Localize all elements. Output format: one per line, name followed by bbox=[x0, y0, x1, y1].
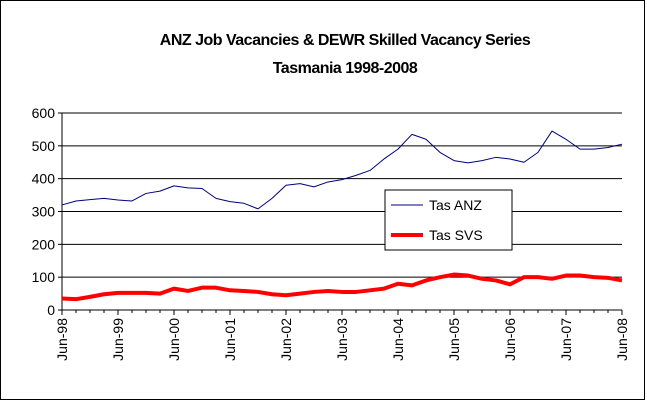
x-tick-label: Jun-02 bbox=[278, 318, 294, 361]
legend-box bbox=[384, 189, 513, 251]
x-tick-label: Jun-03 bbox=[334, 318, 350, 361]
x-tick-label: Jun-06 bbox=[502, 318, 518, 361]
chart-subtitle: Tasmania 1998-2008 bbox=[273, 60, 418, 77]
y-tick-label: 500 bbox=[32, 138, 56, 154]
y-tick-label: 400 bbox=[32, 171, 56, 187]
y-tick-label: 300 bbox=[32, 204, 56, 220]
y-tick-label: 0 bbox=[47, 302, 55, 318]
series-line bbox=[61, 272, 623, 302]
x-tick-label: Jun-01 bbox=[222, 318, 238, 361]
x-tick-label: Jun-04 bbox=[390, 318, 406, 361]
y-tick-label: 200 bbox=[32, 236, 56, 252]
y-tick-label: 100 bbox=[32, 269, 56, 285]
legend-label: Tas ANZ bbox=[429, 197, 482, 213]
y-tick-label: 600 bbox=[32, 105, 56, 121]
x-tick-label: Jun-98 bbox=[54, 318, 70, 361]
chart-border bbox=[0, 0, 645, 400]
chart-title: ANZ Job Vacancies & DEWR Skilled Vacancy… bbox=[160, 32, 531, 49]
x-tick-label: Jun-99 bbox=[110, 318, 126, 361]
legend-label: Tas SVS bbox=[429, 227, 483, 243]
series-line bbox=[61, 130, 623, 210]
x-tick-label: Jun-05 bbox=[446, 318, 462, 361]
x-tick-label: Jun-07 bbox=[558, 318, 574, 361]
x-tick-label: Jun-00 bbox=[166, 318, 182, 361]
x-tick-label: Jun-08 bbox=[614, 318, 630, 361]
